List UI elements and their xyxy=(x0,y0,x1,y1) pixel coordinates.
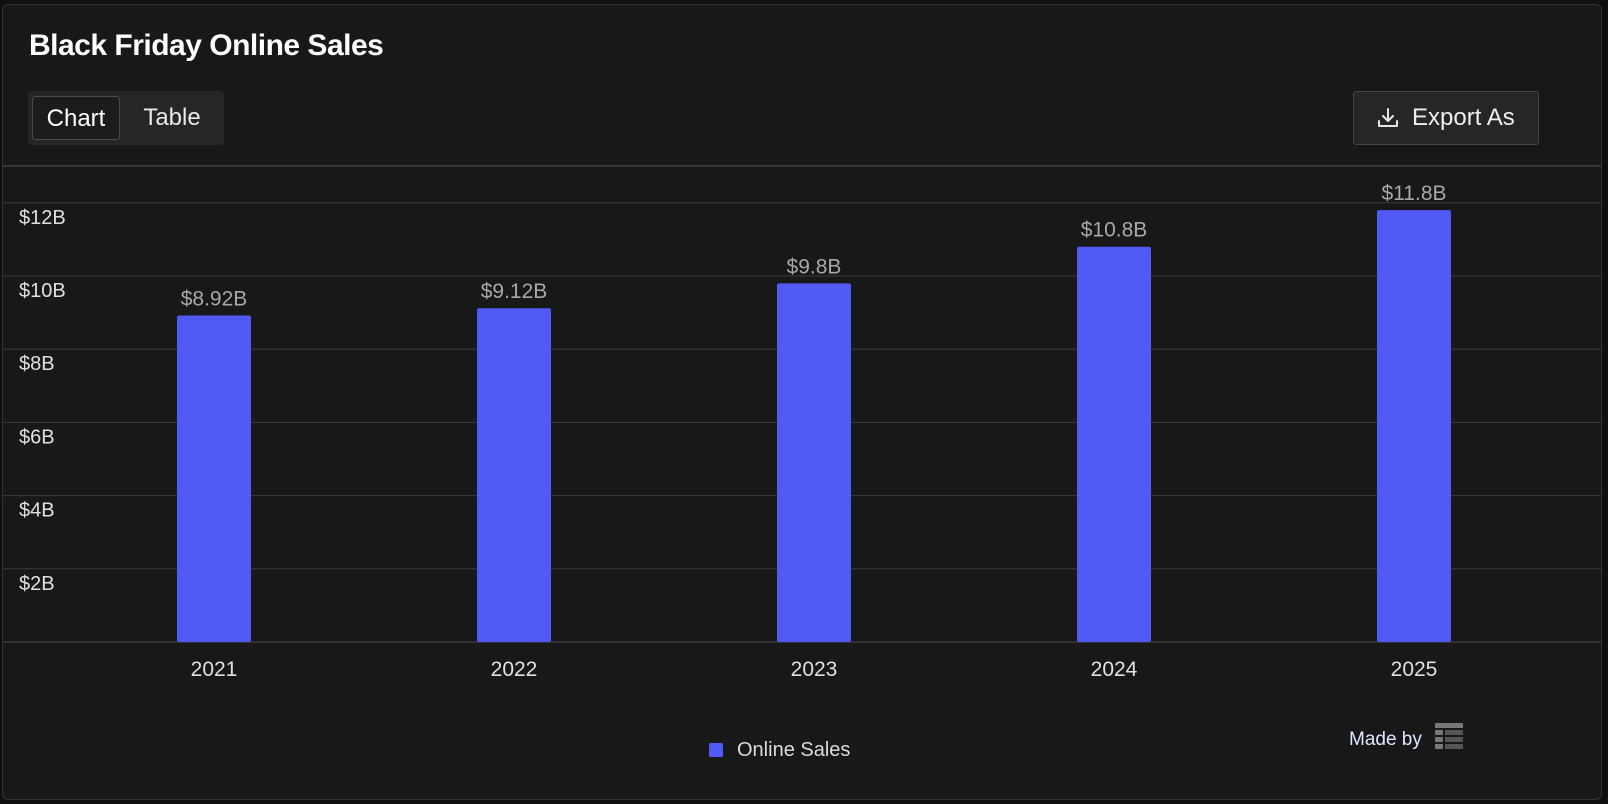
x-tick-label: 2021 xyxy=(191,658,238,681)
bar-2023 xyxy=(777,283,851,642)
bar-2021 xyxy=(177,315,251,642)
data-label: $9.8B xyxy=(787,255,842,278)
x-tick-label: 2025 xyxy=(1391,658,1438,681)
legend-swatch xyxy=(709,743,723,757)
view-toggle: Chart Table xyxy=(28,91,224,145)
x-tick-label: 2024 xyxy=(1091,658,1138,681)
bar-2024 xyxy=(1077,246,1151,642)
data-label: $8.92B xyxy=(181,288,248,311)
bar-2025 xyxy=(1377,210,1451,642)
y-tick-label: $2B xyxy=(19,573,55,595)
x-tick-label: 2023 xyxy=(791,658,838,681)
y-tick-label: $10B xyxy=(19,280,66,302)
y-tick-label: $4B xyxy=(19,500,55,522)
made-by[interactable]: Made by xyxy=(1349,723,1464,753)
data-label: $9.12B xyxy=(481,280,548,303)
y-tick-label: $8B xyxy=(19,353,55,375)
y-tick-label: $6B xyxy=(19,426,55,448)
download-icon xyxy=(1378,108,1398,127)
page-title: Black Friday Online Sales xyxy=(29,29,384,62)
x-tick-label: 2022 xyxy=(491,658,538,681)
data-label: $11.8B xyxy=(1382,182,1447,205)
export-button[interactable]: Export As xyxy=(1353,91,1539,145)
bar-chart: $2B $4B $6B $8B $10B $12B $8.92B 2021 $9.12B 2022… xyxy=(3,165,1601,681)
bar-2022 xyxy=(477,308,551,642)
legend-label: Online Sales xyxy=(737,739,851,761)
data-label: $10.8B xyxy=(1081,219,1148,242)
legend: Online Sales xyxy=(709,737,850,763)
y-tick-label: $12B xyxy=(19,207,66,229)
tab-chart[interactable]: Chart xyxy=(32,96,120,140)
tab-table[interactable]: Table xyxy=(143,104,201,131)
export-button-label: Export As xyxy=(1412,104,1515,131)
chart-card: Black Friday Online Sales Chart Table Ex… xyxy=(2,4,1602,800)
made-by-label: Made by xyxy=(1349,729,1422,750)
grid-logo-icon xyxy=(1435,723,1464,749)
header-divider xyxy=(3,165,1601,166)
